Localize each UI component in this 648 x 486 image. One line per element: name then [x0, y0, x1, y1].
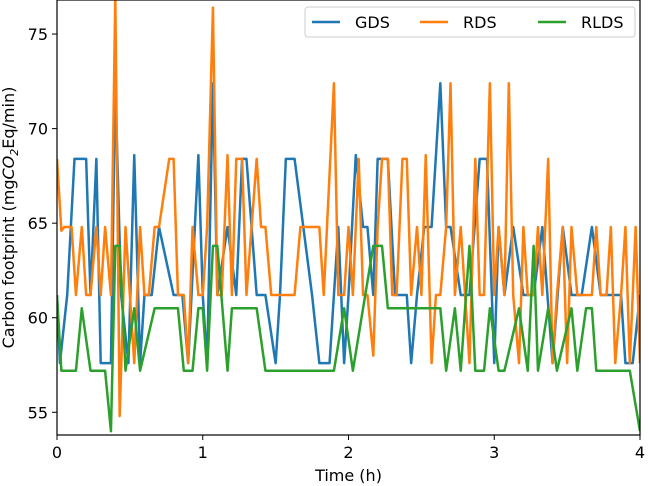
legend-label-rlds: RLDS — [581, 13, 624, 32]
legend-box — [304, 6, 636, 38]
y-tick-label: 65 — [28, 214, 48, 233]
x-axis: 0 1 2 3 4 — [52, 435, 645, 462]
plot-frame — [56, 0, 641, 436]
y-tick-label: 55 — [28, 403, 48, 422]
legend-label-rds: RDS — [463, 13, 497, 32]
x-tick-label: 2 — [343, 443, 353, 462]
y-tick-label: 60 — [28, 309, 48, 328]
x-tick-label: 0 — [52, 443, 62, 462]
x-axis-title: Time (h) — [314, 466, 382, 485]
x-tick-label: 4 — [635, 443, 645, 462]
y-axis-title: Carbon footprint (mgCO2Eq/min) — [0, 87, 21, 349]
y-tick-label: 75 — [28, 25, 48, 44]
series-line-rds — [57, 0, 640, 418]
series-layer — [57, 0, 640, 433]
legend: GDS RDS RLDS — [304, 6, 636, 38]
x-tick-label: 3 — [489, 443, 499, 462]
x-tick-label: 1 — [198, 443, 208, 462]
series-line-rlds — [57, 244, 640, 433]
y-axis: 55 60 65 70 75 — [28, 25, 57, 422]
legend-label-gds: GDS — [355, 13, 390, 32]
y-tick-label: 70 — [28, 120, 48, 139]
